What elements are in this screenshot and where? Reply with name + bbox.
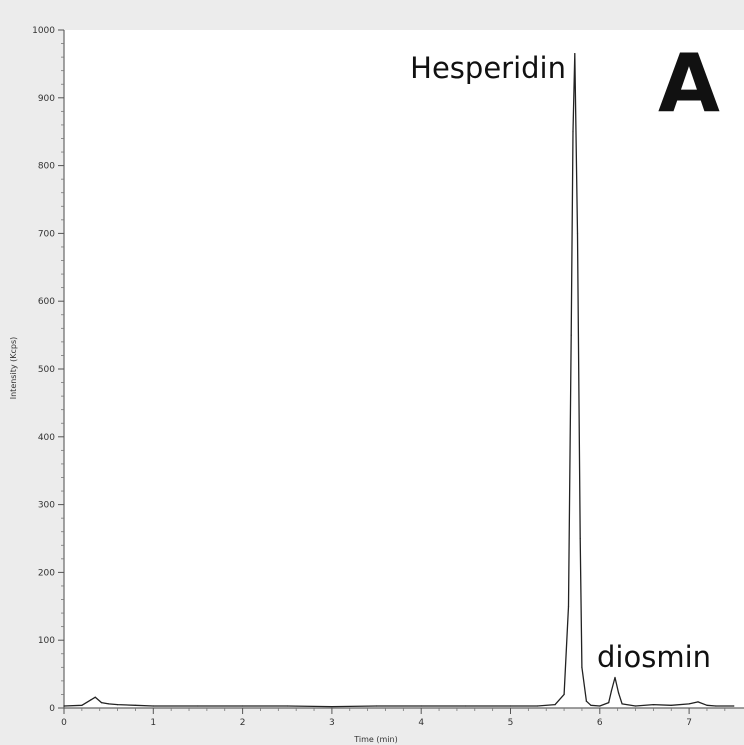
data-point bbox=[465, 705, 467, 707]
series-layer bbox=[63, 53, 735, 708]
y-tick-label: 700 bbox=[38, 229, 55, 239]
y-tick-label: 1000 bbox=[32, 26, 55, 36]
text-layer: Intensity (Kcps) Time (min) A Hesperidin… bbox=[9, 37, 720, 744]
data-point bbox=[581, 666, 583, 668]
data-point bbox=[134, 704, 136, 706]
data-point bbox=[614, 676, 616, 679]
data-point bbox=[567, 605, 570, 607]
data-point bbox=[108, 703, 110, 705]
data-point bbox=[608, 702, 610, 704]
y-tick-label: 900 bbox=[38, 94, 55, 104]
x-tick-label: 4 bbox=[418, 718, 424, 728]
data-point bbox=[81, 704, 83, 706]
peak-label-hesperidin: Hesperidin bbox=[410, 51, 566, 85]
data-point bbox=[706, 704, 708, 706]
data-point bbox=[599, 705, 601, 707]
data-point bbox=[94, 696, 96, 698]
data-point bbox=[697, 701, 699, 703]
data-point bbox=[715, 705, 717, 707]
data-point bbox=[574, 53, 576, 55]
data-point bbox=[197, 705, 199, 707]
data-point bbox=[242, 705, 244, 707]
data-point bbox=[286, 705, 288, 707]
data-point bbox=[610, 690, 613, 692]
data-point bbox=[100, 702, 103, 704]
data-point bbox=[688, 703, 690, 705]
data-point bbox=[554, 704, 556, 706]
x-tick-label: 7 bbox=[686, 718, 692, 728]
data-point bbox=[536, 705, 538, 707]
data-point bbox=[576, 232, 579, 234]
x-tick-label: 1 bbox=[150, 718, 156, 728]
data-point bbox=[590, 704, 592, 706]
panel-letter: A bbox=[658, 37, 720, 130]
peak-label-diosmin: diosmin bbox=[597, 640, 711, 674]
data-point bbox=[63, 705, 65, 707]
data-point bbox=[733, 705, 735, 707]
data-point bbox=[509, 705, 512, 707]
x-axis-title: Time (min) bbox=[353, 735, 397, 744]
data-point bbox=[634, 705, 637, 707]
x-tick-label: 5 bbox=[508, 718, 514, 728]
x-tick-label: 6 bbox=[597, 718, 603, 728]
x-tick-label: 0 bbox=[61, 718, 67, 728]
data-point bbox=[420, 705, 422, 707]
y-tick-label: 300 bbox=[38, 501, 55, 511]
data-point bbox=[572, 131, 574, 133]
y-tick-label: 600 bbox=[38, 297, 55, 307]
y-tick-label: 200 bbox=[38, 568, 55, 578]
y-tick-label: 0 bbox=[49, 704, 55, 714]
data-point bbox=[579, 537, 581, 540]
y-tick-label: 500 bbox=[38, 365, 55, 375]
y-tick-label: 400 bbox=[38, 433, 55, 443]
y-tick-label: 100 bbox=[38, 636, 55, 646]
y-axis-title: Intensity (Kcps) bbox=[9, 337, 18, 400]
axes-layer: 0 100 200 300 400 500 600 700 800 900 1000 0 1 2 3 4 5 6 7 bbox=[32, 26, 744, 728]
data-point bbox=[117, 704, 119, 706]
data-point bbox=[90, 699, 92, 701]
data-point bbox=[331, 706, 333, 708]
data-point bbox=[621, 703, 623, 705]
data-point bbox=[563, 693, 565, 696]
data-point bbox=[670, 704, 672, 706]
data-point bbox=[570, 334, 572, 336]
x-tick-label: 3 bbox=[329, 718, 335, 728]
plot-area bbox=[64, 30, 744, 708]
data-point bbox=[618, 692, 620, 694]
data-point bbox=[152, 705, 154, 707]
y-tick-label: 800 bbox=[38, 162, 55, 172]
data-point bbox=[652, 704, 655, 706]
x-tick-label: 2 bbox=[240, 718, 246, 728]
data-point bbox=[585, 700, 588, 702]
data-point bbox=[376, 705, 378, 707]
